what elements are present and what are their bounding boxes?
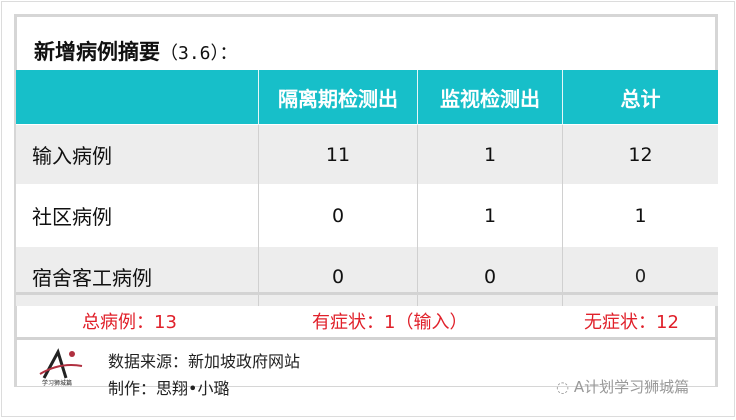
logo-icon: 学习狮城篇 <box>39 348 83 386</box>
cell: 0 <box>417 246 563 306</box>
symptomatic-cases: 有症状：1（输入） <box>312 312 468 333</box>
cell: 1 <box>417 124 563 185</box>
cell: 1 <box>562 184 718 247</box>
cell: 1 <box>417 184 563 247</box>
title-text: 新增病例摘要 <box>34 40 160 64</box>
header-cell <box>16 70 259 125</box>
table-row: 宿舍客工病例 0 0 0 <box>16 246 718 306</box>
table-header: 隔离期检测出 监视检测出 总计 <box>16 70 718 125</box>
cell: 0 <box>258 184 418 247</box>
cell: 0 <box>258 246 418 306</box>
summary-bar: 总病例：13 有症状：1（输入） 无症状：12 <box>16 292 718 340</box>
title-date: （3.6）： <box>160 43 238 64</box>
header-cell: 监视检测出 <box>417 70 563 125</box>
total-cases: 总病例：13 <box>82 312 177 333</box>
cell: 0 <box>562 246 718 306</box>
row-label: 输入病例 <box>16 124 259 185</box>
header-cell: 总计 <box>562 70 718 125</box>
data-source: 数据来源：新加坡政府网站 <box>108 352 301 371</box>
cases-table: 隔离期检测出 监视检测出 总计 输入病例 11 1 12 社区病例 0 1 1 … <box>16 70 718 306</box>
row-label: 宿舍客工病例 <box>16 246 259 306</box>
cell: 12 <box>562 124 718 185</box>
author: 制作：思翔•小璐 <box>108 379 230 398</box>
asymptomatic-cases: 无症状：12 <box>584 312 679 333</box>
credit-section: 学习狮城篇 数据来源：新加坡政府网站 制作：思翔•小璐 ◌ A计划学习狮城篇 <box>16 342 718 398</box>
cell: 11 <box>258 124 418 185</box>
logo-text: 学习狮城篇 <box>42 379 72 386</box>
header-cell: 隔离期检测出 <box>258 70 418 125</box>
watermark-text: A计划学习狮城篇 <box>573 378 690 396</box>
page-title: 新增病例摘要（3.6）： <box>34 36 238 66</box>
table-row: 社区病例 0 1 1 <box>16 184 718 247</box>
wechat-icon: ◌ <box>556 378 574 396</box>
watermark: ◌ A计划学习狮城篇 <box>556 376 689 397</box>
table-row: 输入病例 11 1 12 <box>16 124 718 185</box>
row-label: 社区病例 <box>16 184 259 247</box>
